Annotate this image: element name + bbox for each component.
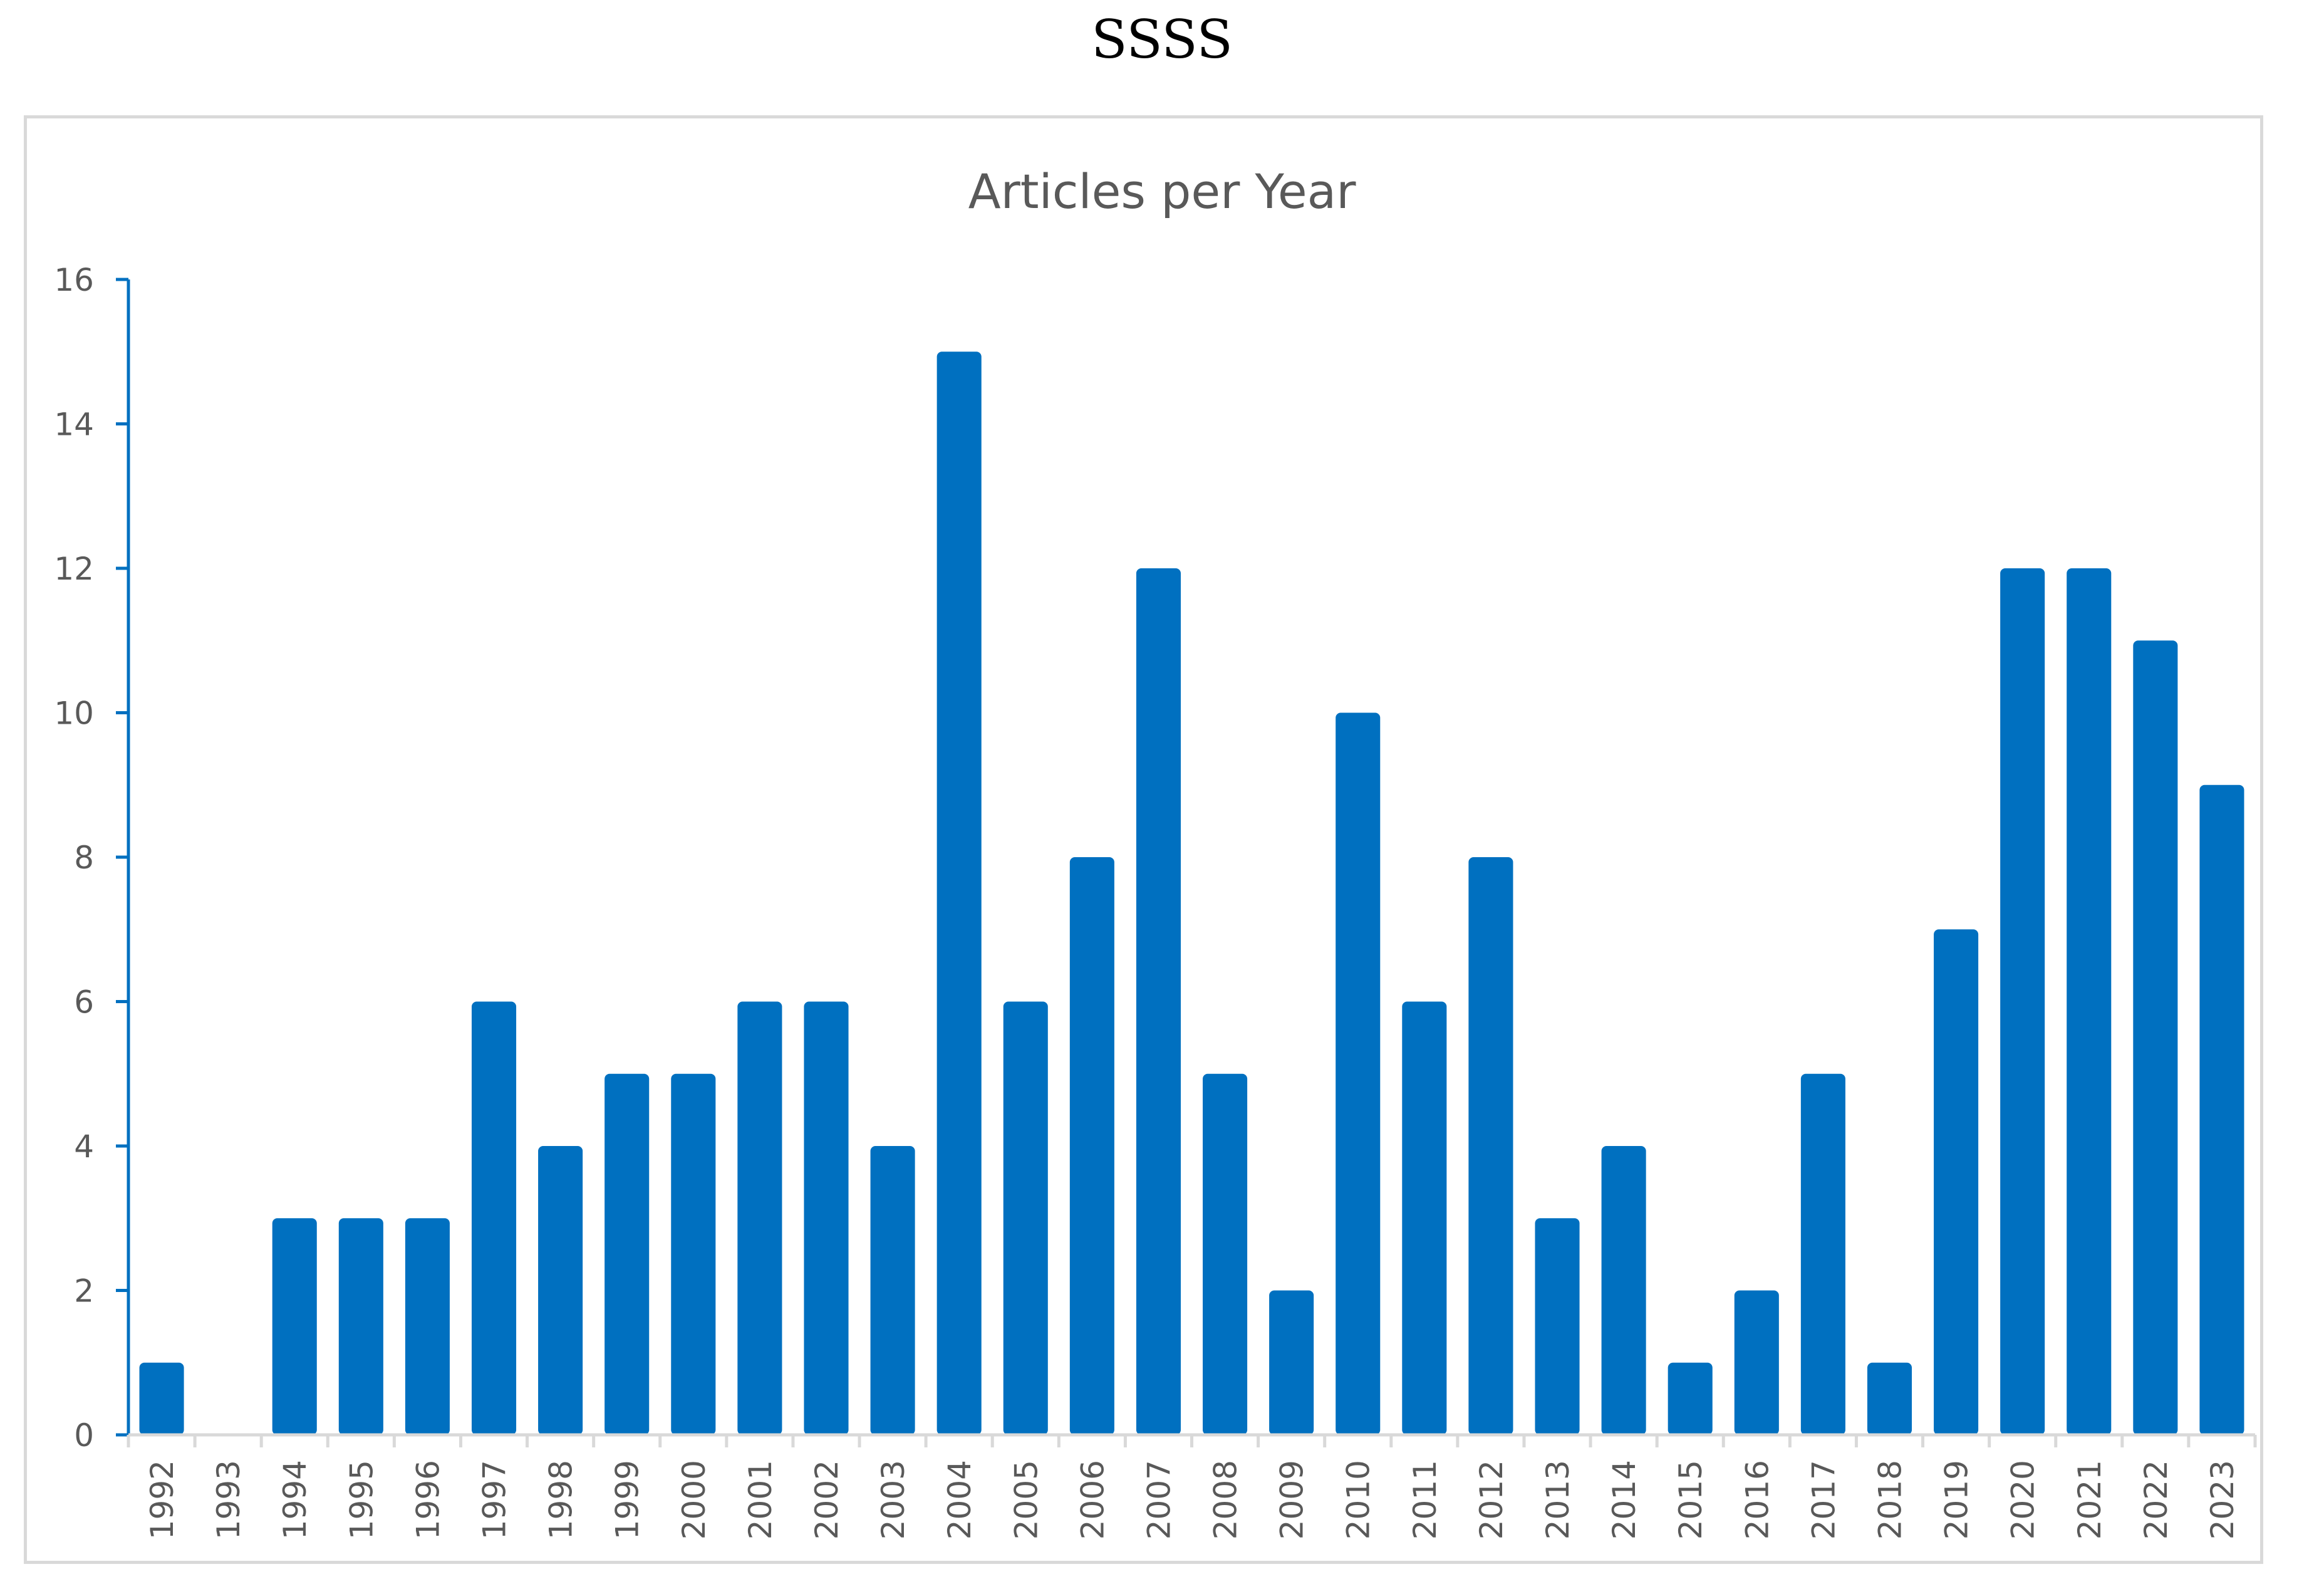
bar-1999	[604, 1073, 650, 1435]
bar-1995	[338, 1218, 383, 1435]
bar-2017	[1800, 1073, 1845, 1435]
x-tick-label: 2008	[1208, 1460, 1244, 1540]
bar-1996	[405, 1218, 450, 1435]
x-tick-label: 2014	[1606, 1460, 1642, 1540]
bar-2000	[671, 1073, 716, 1435]
x-tick-label: 1999	[610, 1460, 646, 1540]
bar-2021	[2067, 568, 2112, 1435]
x-tick-label: 2013	[1540, 1460, 1576, 1540]
y-tick-label: 4	[74, 1128, 94, 1165]
x-tick-label: 2006	[1074, 1460, 1111, 1540]
bar-2023	[2199, 784, 2244, 1435]
bar-1998	[538, 1146, 583, 1435]
y-tick-label: 12	[54, 551, 94, 587]
x-tick-label: 2003	[875, 1460, 911, 1540]
x-tick-label: 2021	[2072, 1460, 2108, 1540]
bar-2016	[1734, 1290, 1779, 1435]
bar-2005	[1003, 1001, 1048, 1435]
y-tick-label: 0	[74, 1417, 94, 1454]
x-tick-label: 1998	[543, 1460, 579, 1540]
x-tick-label: 1997	[477, 1460, 513, 1540]
x-tick-label: 2011	[1407, 1460, 1443, 1540]
y-axis: 0 2 4 6 8 10 12 14 16	[54, 262, 130, 1454]
x-tick-label: 2017	[1805, 1460, 1842, 1540]
x-tick-label: 1992	[144, 1460, 180, 1540]
bar-1997	[471, 1001, 517, 1435]
x-tick-label: 1996	[410, 1460, 446, 1540]
bar-2009	[1269, 1290, 1314, 1435]
x-tick-label: 2023	[2204, 1460, 2241, 1540]
bar-2003	[870, 1146, 915, 1435]
bar-2004	[936, 352, 982, 1435]
x-tick-label: 1993	[210, 1460, 247, 1540]
bar-1994	[272, 1218, 317, 1435]
bar-2022	[2133, 640, 2178, 1435]
x-tick-label: 2005	[1008, 1460, 1044, 1540]
x-tick-label: 2015	[1673, 1460, 1709, 1540]
x-tick-label: 2004	[942, 1460, 978, 1540]
bar-2014	[1601, 1146, 1646, 1435]
bar-2018	[1867, 1362, 1912, 1435]
chart-title: Articles per Year	[968, 164, 1357, 219]
x-tick-label: 2018	[1872, 1460, 1908, 1540]
x-tick-label: 2002	[809, 1460, 845, 1540]
bar-2001	[737, 1001, 782, 1435]
bar-2011	[1402, 1001, 1447, 1435]
bar-2008	[1203, 1073, 1248, 1435]
bar-2002	[804, 1001, 849, 1435]
x-tick-label: 2020	[2005, 1460, 2041, 1540]
bar-2010	[1336, 712, 1381, 1435]
x-tick-label: 2019	[1939, 1460, 1975, 1540]
x-tick-label: 2009	[1274, 1460, 1310, 1540]
x-tick-label: 2007	[1141, 1460, 1177, 1540]
x-tick-label: 1995	[343, 1460, 380, 1540]
y-tick-label: 6	[74, 984, 94, 1021]
y-tick-label: 2	[74, 1273, 94, 1310]
y-tick-label: 8	[74, 840, 94, 876]
x-tick-label: 2016	[1739, 1460, 1775, 1540]
x-tick-label: 2001	[742, 1460, 779, 1540]
bar-2019	[1934, 929, 1979, 1435]
bar-1992	[139, 1362, 184, 1435]
y-tick-label: 16	[54, 262, 94, 298]
bar-2012	[1468, 857, 1513, 1435]
bar-2013	[1535, 1218, 1580, 1435]
bar-2015	[1668, 1362, 1713, 1435]
bars	[139, 352, 2244, 1435]
figure-heading: SSSS	[1091, 9, 1233, 70]
x-tick-label: 1994	[277, 1460, 313, 1540]
y-tick-label: 10	[54, 696, 94, 732]
x-axis: 1992 1993 1994 1995 1996 1997 1998 1999 2000 2001…	[127, 1433, 2257, 1540]
x-tick-label: 2010	[1341, 1460, 1377, 1540]
bar-2007	[1136, 568, 1181, 1435]
bar-2006	[1069, 857, 1114, 1435]
bar-2020	[2000, 568, 2045, 1435]
x-tick-label: 2000	[676, 1460, 712, 1540]
y-tick-label: 14	[54, 407, 94, 443]
x-tick-label: 2022	[2138, 1460, 2174, 1540]
x-tick-label: 2012	[1473, 1460, 1510, 1540]
